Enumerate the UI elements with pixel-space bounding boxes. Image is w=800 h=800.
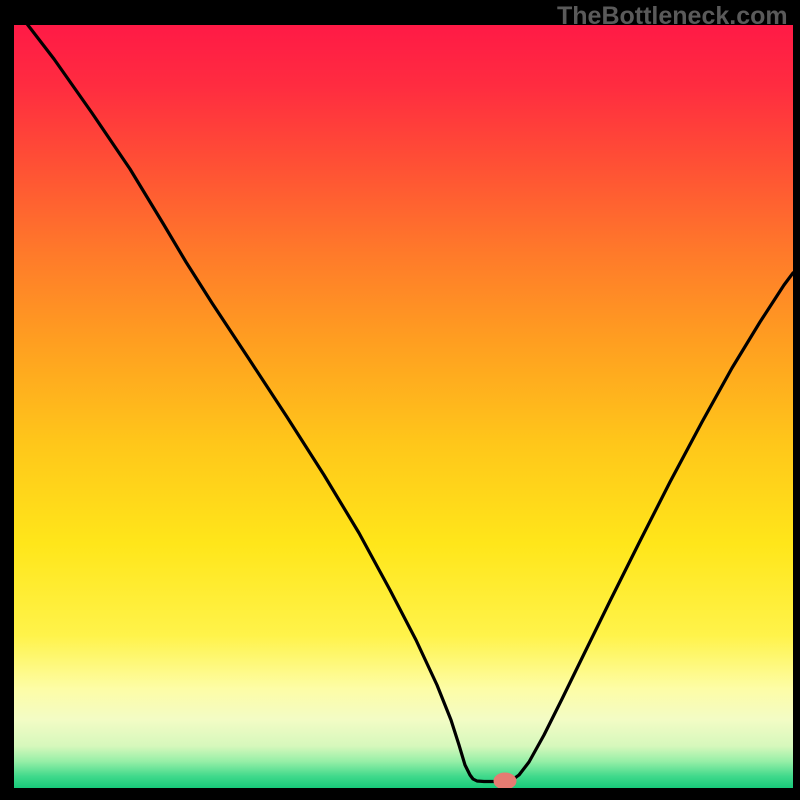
optimal-point-marker — [494, 773, 516, 788]
border-right — [793, 0, 800, 800]
border-left — [0, 0, 14, 800]
border-bottom — [0, 788, 800, 800]
chart-frame: TheBottleneck.com — [0, 0, 800, 800]
bottleneck-curve — [14, 25, 793, 782]
curve-layer — [14, 25, 793, 788]
plot-area — [14, 25, 793, 788]
watermark-text: TheBottleneck.com — [557, 2, 788, 31]
